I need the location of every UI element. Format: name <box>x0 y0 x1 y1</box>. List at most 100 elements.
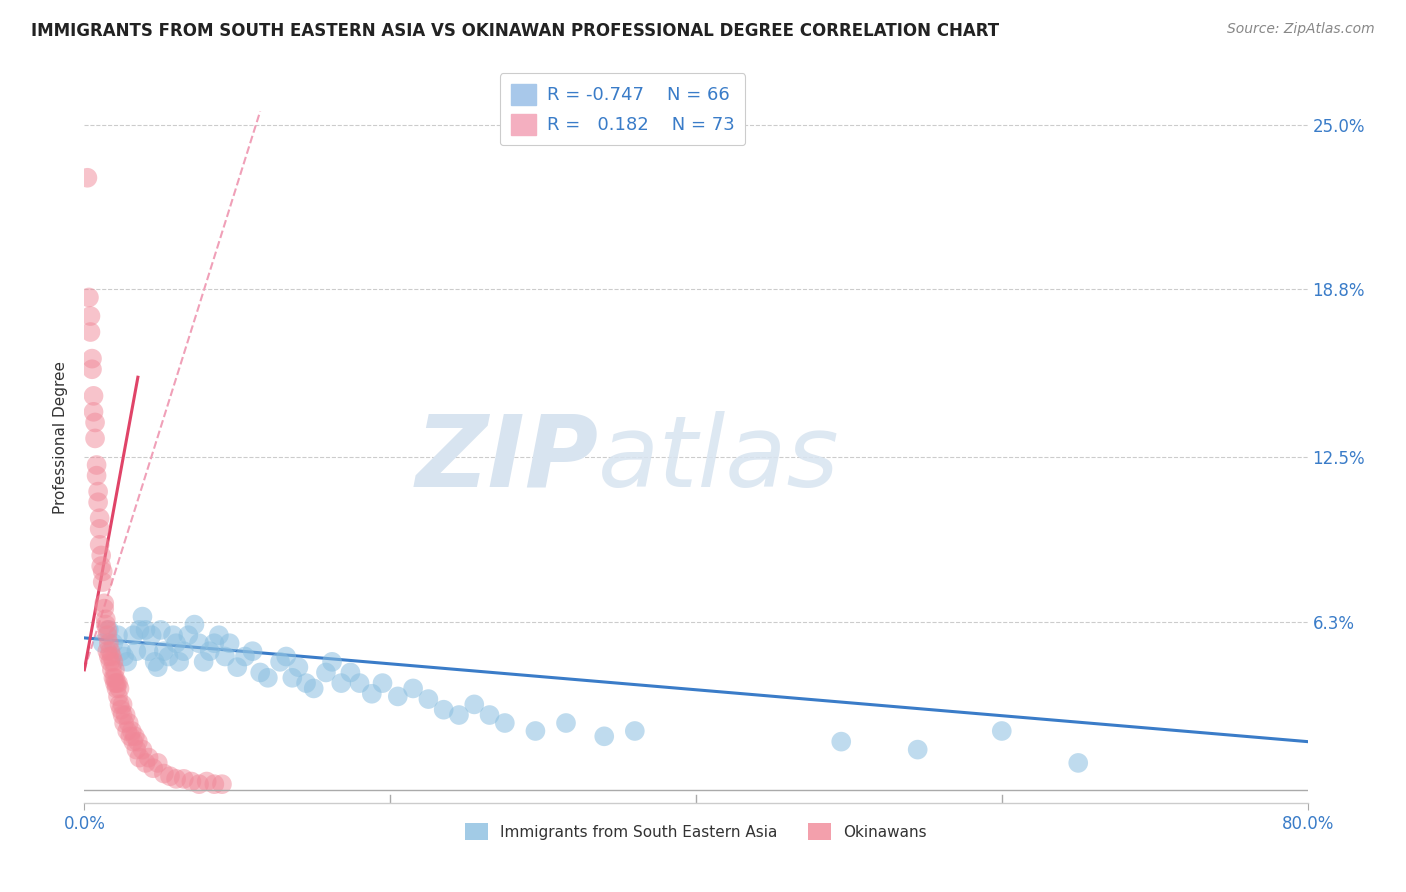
Point <box>269 655 291 669</box>
Point <box>80 351 103 366</box>
Point <box>121 723 143 738</box>
Point <box>125 742 148 756</box>
Point <box>84 416 107 430</box>
Point <box>433 703 456 717</box>
Point <box>330 676 353 690</box>
Point <box>242 644 264 658</box>
Point <box>360 687 382 701</box>
Point <box>198 644 221 658</box>
Point <box>135 756 157 770</box>
Point <box>125 644 148 658</box>
Point <box>93 596 115 610</box>
Point <box>162 628 184 642</box>
Point <box>193 655 215 669</box>
Point <box>112 716 135 731</box>
Point <box>173 644 195 658</box>
Point <box>295 676 318 690</box>
Point <box>108 681 131 696</box>
Point <box>76 170 98 185</box>
Point <box>118 716 141 731</box>
Point <box>87 484 110 499</box>
Y-axis label: Professional Degree: Professional Degree <box>53 360 69 514</box>
Point <box>211 777 233 791</box>
Point <box>141 628 163 642</box>
Point <box>302 681 325 696</box>
Point <box>110 703 132 717</box>
Point <box>91 565 114 579</box>
Point <box>111 708 134 723</box>
Point <box>105 676 128 690</box>
Point <box>173 772 195 786</box>
Point <box>991 723 1014 738</box>
Point <box>101 663 124 677</box>
Point <box>233 649 256 664</box>
Point <box>494 716 516 731</box>
Point <box>83 389 105 403</box>
Point <box>104 671 127 685</box>
Point <box>94 617 117 632</box>
Point <box>165 636 187 650</box>
Point <box>135 623 157 637</box>
Point <box>94 612 117 626</box>
Point <box>97 649 120 664</box>
Point <box>89 522 111 536</box>
Point <box>89 511 111 525</box>
Point <box>107 676 129 690</box>
Point <box>138 644 160 658</box>
Point <box>108 698 131 712</box>
Point <box>371 676 394 690</box>
Point <box>146 660 169 674</box>
Point <box>478 708 501 723</box>
Point <box>84 431 107 445</box>
Point <box>218 636 240 650</box>
Point <box>98 655 121 669</box>
Point <box>87 495 110 509</box>
Point <box>104 676 127 690</box>
Point <box>103 636 125 650</box>
Point <box>349 676 371 690</box>
Point <box>97 636 120 650</box>
Point <box>339 665 361 680</box>
Point <box>122 628 145 642</box>
Point <box>524 723 547 738</box>
Point <box>93 601 115 615</box>
Point <box>80 362 103 376</box>
Point <box>143 655 166 669</box>
Point <box>214 649 236 664</box>
Point <box>208 628 231 642</box>
Point <box>114 708 136 723</box>
Point <box>120 729 142 743</box>
Point <box>195 774 218 789</box>
Point <box>463 698 485 712</box>
Point <box>96 644 118 658</box>
Point <box>91 575 114 590</box>
Point <box>98 644 121 658</box>
Point <box>111 698 134 712</box>
Point <box>157 649 180 664</box>
Point <box>177 628 200 642</box>
Point <box>188 636 211 650</box>
Point <box>624 723 647 738</box>
Point <box>128 750 150 764</box>
Point <box>112 649 135 664</box>
Legend: Immigrants from South Eastern Asia, Okinawans: Immigrants from South Eastern Asia, Okin… <box>458 816 934 847</box>
Text: Source: ZipAtlas.com: Source: ZipAtlas.com <box>1227 22 1375 37</box>
Point <box>153 644 176 658</box>
Point <box>202 636 225 650</box>
Point <box>142 761 165 775</box>
Point <box>447 708 470 723</box>
Point <box>1067 756 1090 770</box>
Point <box>83 405 105 419</box>
Point <box>188 777 211 791</box>
Text: ZIP: ZIP <box>415 410 598 508</box>
Point <box>167 655 190 669</box>
Point <box>153 766 176 780</box>
Point <box>276 649 298 664</box>
Point <box>79 325 101 339</box>
Point <box>149 623 172 637</box>
Point <box>321 655 343 669</box>
Point <box>115 723 138 738</box>
Point <box>107 690 129 704</box>
Point <box>165 772 187 786</box>
Point <box>387 690 409 704</box>
